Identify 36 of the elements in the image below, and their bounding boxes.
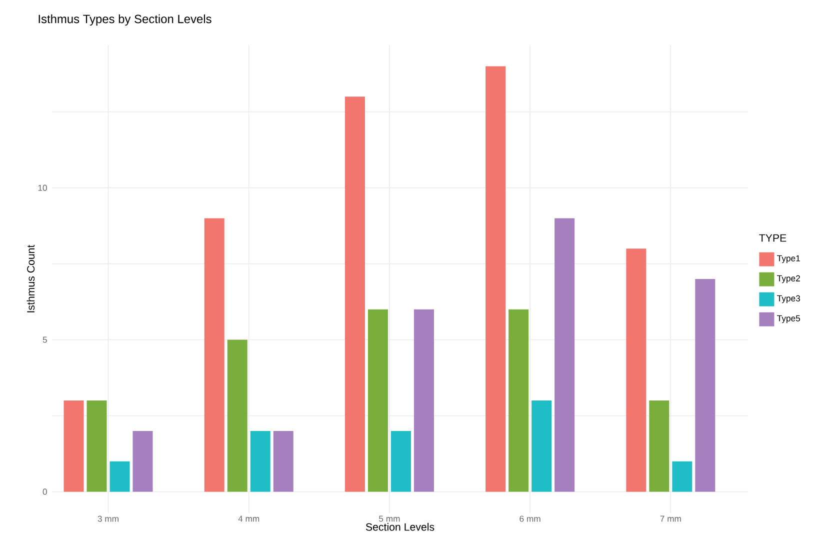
bar [273, 430, 294, 492]
x-axis-title: Section Levels [366, 522, 434, 531]
legend-label: Type1 [777, 255, 800, 264]
legend-label: Type5 [777, 315, 800, 324]
x-tick-label: 5 mm [379, 516, 400, 522]
x-tick-label: 6 mm [520, 516, 540, 522]
bar [204, 218, 224, 492]
bar [486, 66, 506, 492]
bar [672, 461, 692, 492]
legend-title: TYPE [759, 234, 786, 242]
bar [86, 400, 107, 492]
bar [64, 400, 84, 492]
y-tick-label: 5 [42, 336, 47, 343]
bar [368, 309, 388, 492]
legend-label: Type3 [777, 295, 800, 304]
bar [649, 400, 670, 492]
bar [554, 218, 575, 492]
bar [695, 278, 716, 492]
x-tick-label: 4 mm [238, 516, 260, 522]
legend-label: Type2 [777, 275, 800, 284]
bar [132, 430, 153, 492]
bar [414, 309, 434, 492]
bar [390, 430, 411, 492]
y-axis-title: Isthmus Count [26, 244, 35, 312]
y-tick-label: 10 [38, 184, 47, 191]
bar [626, 248, 646, 492]
bar [227, 340, 248, 492]
bar [344, 96, 365, 492]
bar [250, 430, 270, 492]
bar [508, 309, 529, 492]
bar [110, 461, 130, 492]
bar [532, 400, 552, 492]
x-tick-label: 7 mm [660, 516, 681, 522]
y-tick-label: 0 [42, 488, 47, 495]
chart-title: Isthmus Types by Section Levels [38, 14, 212, 26]
x-tick-label: 3 mm [98, 516, 118, 522]
